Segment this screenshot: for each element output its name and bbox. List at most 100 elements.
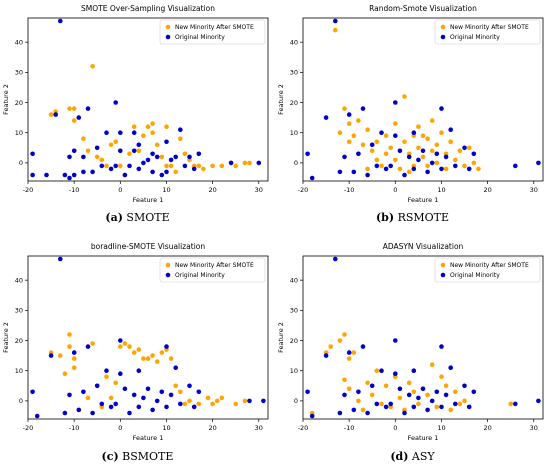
original-minority-point xyxy=(141,395,146,401)
y-tick-label: 40 xyxy=(290,38,298,46)
original-minority-point xyxy=(402,410,407,416)
new-minority-point xyxy=(81,136,86,141)
new-minority-point xyxy=(393,157,398,163)
x-tick-label: 10 xyxy=(437,424,445,432)
new-minority-point xyxy=(374,139,380,145)
caption-letter: (c) xyxy=(101,450,119,463)
original-minority-point xyxy=(178,127,183,132)
original-minority-point xyxy=(309,175,315,181)
new-minority-point xyxy=(457,148,463,154)
original-minority-point xyxy=(356,389,361,395)
new-minority-point xyxy=(233,401,238,407)
original-minority-point xyxy=(406,154,412,160)
new-minority-point xyxy=(173,383,178,389)
new-minority-point xyxy=(113,380,118,386)
original-minority-point xyxy=(62,410,68,416)
x-tick-label: 0 xyxy=(393,186,397,194)
new-minority-point xyxy=(168,163,174,169)
original-minority-point xyxy=(256,160,262,166)
new-minority-point xyxy=(127,151,132,157)
original-minority-point xyxy=(333,18,338,24)
new-minority-point xyxy=(416,401,421,407)
new-minority-point xyxy=(71,106,77,111)
x-tick-label: -20 xyxy=(298,186,309,194)
new-minority-point xyxy=(196,163,202,169)
new-minority-point xyxy=(71,365,77,370)
new-minority-point xyxy=(453,389,458,395)
y-tick-label: 20 xyxy=(290,99,298,107)
legend-marker xyxy=(440,272,446,278)
original-minority-point xyxy=(122,386,128,392)
new-minority-point xyxy=(108,142,114,148)
legend-box xyxy=(159,257,266,283)
legend-label: New Minority After SMOTE xyxy=(175,262,254,269)
legend-label: Original Minority xyxy=(175,34,225,41)
new-minority-point xyxy=(210,163,215,169)
new-minority-point xyxy=(342,332,347,337)
x-tick-label: 20 xyxy=(483,186,491,194)
x-tick-label: 0 xyxy=(118,186,122,194)
original-minority-point xyxy=(439,166,444,172)
new-minority-point xyxy=(457,401,463,407)
original-minority-point xyxy=(71,350,77,355)
new-minority-point xyxy=(342,106,347,111)
original-minority-point xyxy=(113,401,118,407)
new-minority-point xyxy=(127,344,132,349)
original-minority-point xyxy=(351,407,357,413)
original-minority-point xyxy=(402,172,407,178)
panel-smote: SMOTE Over-Sampling Visualization -20 -10 0… xyxy=(0,0,275,237)
original-minority-point xyxy=(122,172,128,178)
y-axis-label: Feature 2 xyxy=(277,322,285,353)
new-minority-point xyxy=(365,127,370,132)
new-minority-point xyxy=(508,401,513,407)
new-minority-point xyxy=(346,386,352,392)
original-minority-point xyxy=(247,398,252,404)
original-minority-point xyxy=(48,353,54,358)
new-minority-point xyxy=(94,154,100,160)
new-minority-point xyxy=(168,356,174,361)
new-minority-point xyxy=(67,106,72,111)
y-tick-label: 0 xyxy=(19,159,23,167)
original-minority-point xyxy=(118,148,123,154)
new-minority-point xyxy=(141,133,146,138)
new-minority-point xyxy=(365,166,370,172)
original-minority-point xyxy=(429,160,435,166)
original-minority-point xyxy=(67,392,72,398)
new-minority-point xyxy=(434,404,440,410)
new-minority-point xyxy=(369,392,375,398)
original-minority-point xyxy=(104,368,109,373)
original-minority-point xyxy=(309,413,315,419)
original-minority-point xyxy=(150,151,155,157)
plot-frame xyxy=(27,17,269,182)
caption-text: BSMOTE xyxy=(122,450,174,463)
original-minority-point xyxy=(118,371,123,376)
x-tick-label: 0 xyxy=(118,424,122,432)
new-minority-point xyxy=(58,353,63,358)
original-minority-point xyxy=(346,112,352,117)
original-minority-point xyxy=(136,404,142,410)
original-minority-point xyxy=(536,398,541,404)
x-tick-label: 20 xyxy=(208,424,216,432)
original-minority-point xyxy=(360,344,366,349)
new-minority-point xyxy=(122,341,128,346)
original-minority-point xyxy=(374,163,380,169)
original-minority-point xyxy=(113,163,118,169)
panel-rsmote: Random-Smote Visualization -20 -10 0 10 20 30 0… xyxy=(275,0,550,237)
original-minority-point xyxy=(471,389,477,395)
x-tick-label: -20 xyxy=(23,186,34,194)
original-minority-point xyxy=(159,172,165,178)
new-minority-point xyxy=(201,166,206,172)
original-minority-point xyxy=(425,169,430,175)
x-tick-label: 0 xyxy=(393,424,397,432)
new-minority-point xyxy=(434,142,440,148)
original-minority-point xyxy=(136,368,142,373)
original-minority-point xyxy=(104,130,109,135)
new-minority-point xyxy=(416,145,421,151)
y-axis-label: Feature 2 xyxy=(2,84,10,115)
original-minority-point xyxy=(356,151,361,157)
new-minority-point xyxy=(173,169,178,175)
legend-marker xyxy=(440,24,446,30)
original-minority-point xyxy=(513,401,518,407)
new-minority-point xyxy=(406,169,412,175)
original-minority-point xyxy=(425,407,430,413)
